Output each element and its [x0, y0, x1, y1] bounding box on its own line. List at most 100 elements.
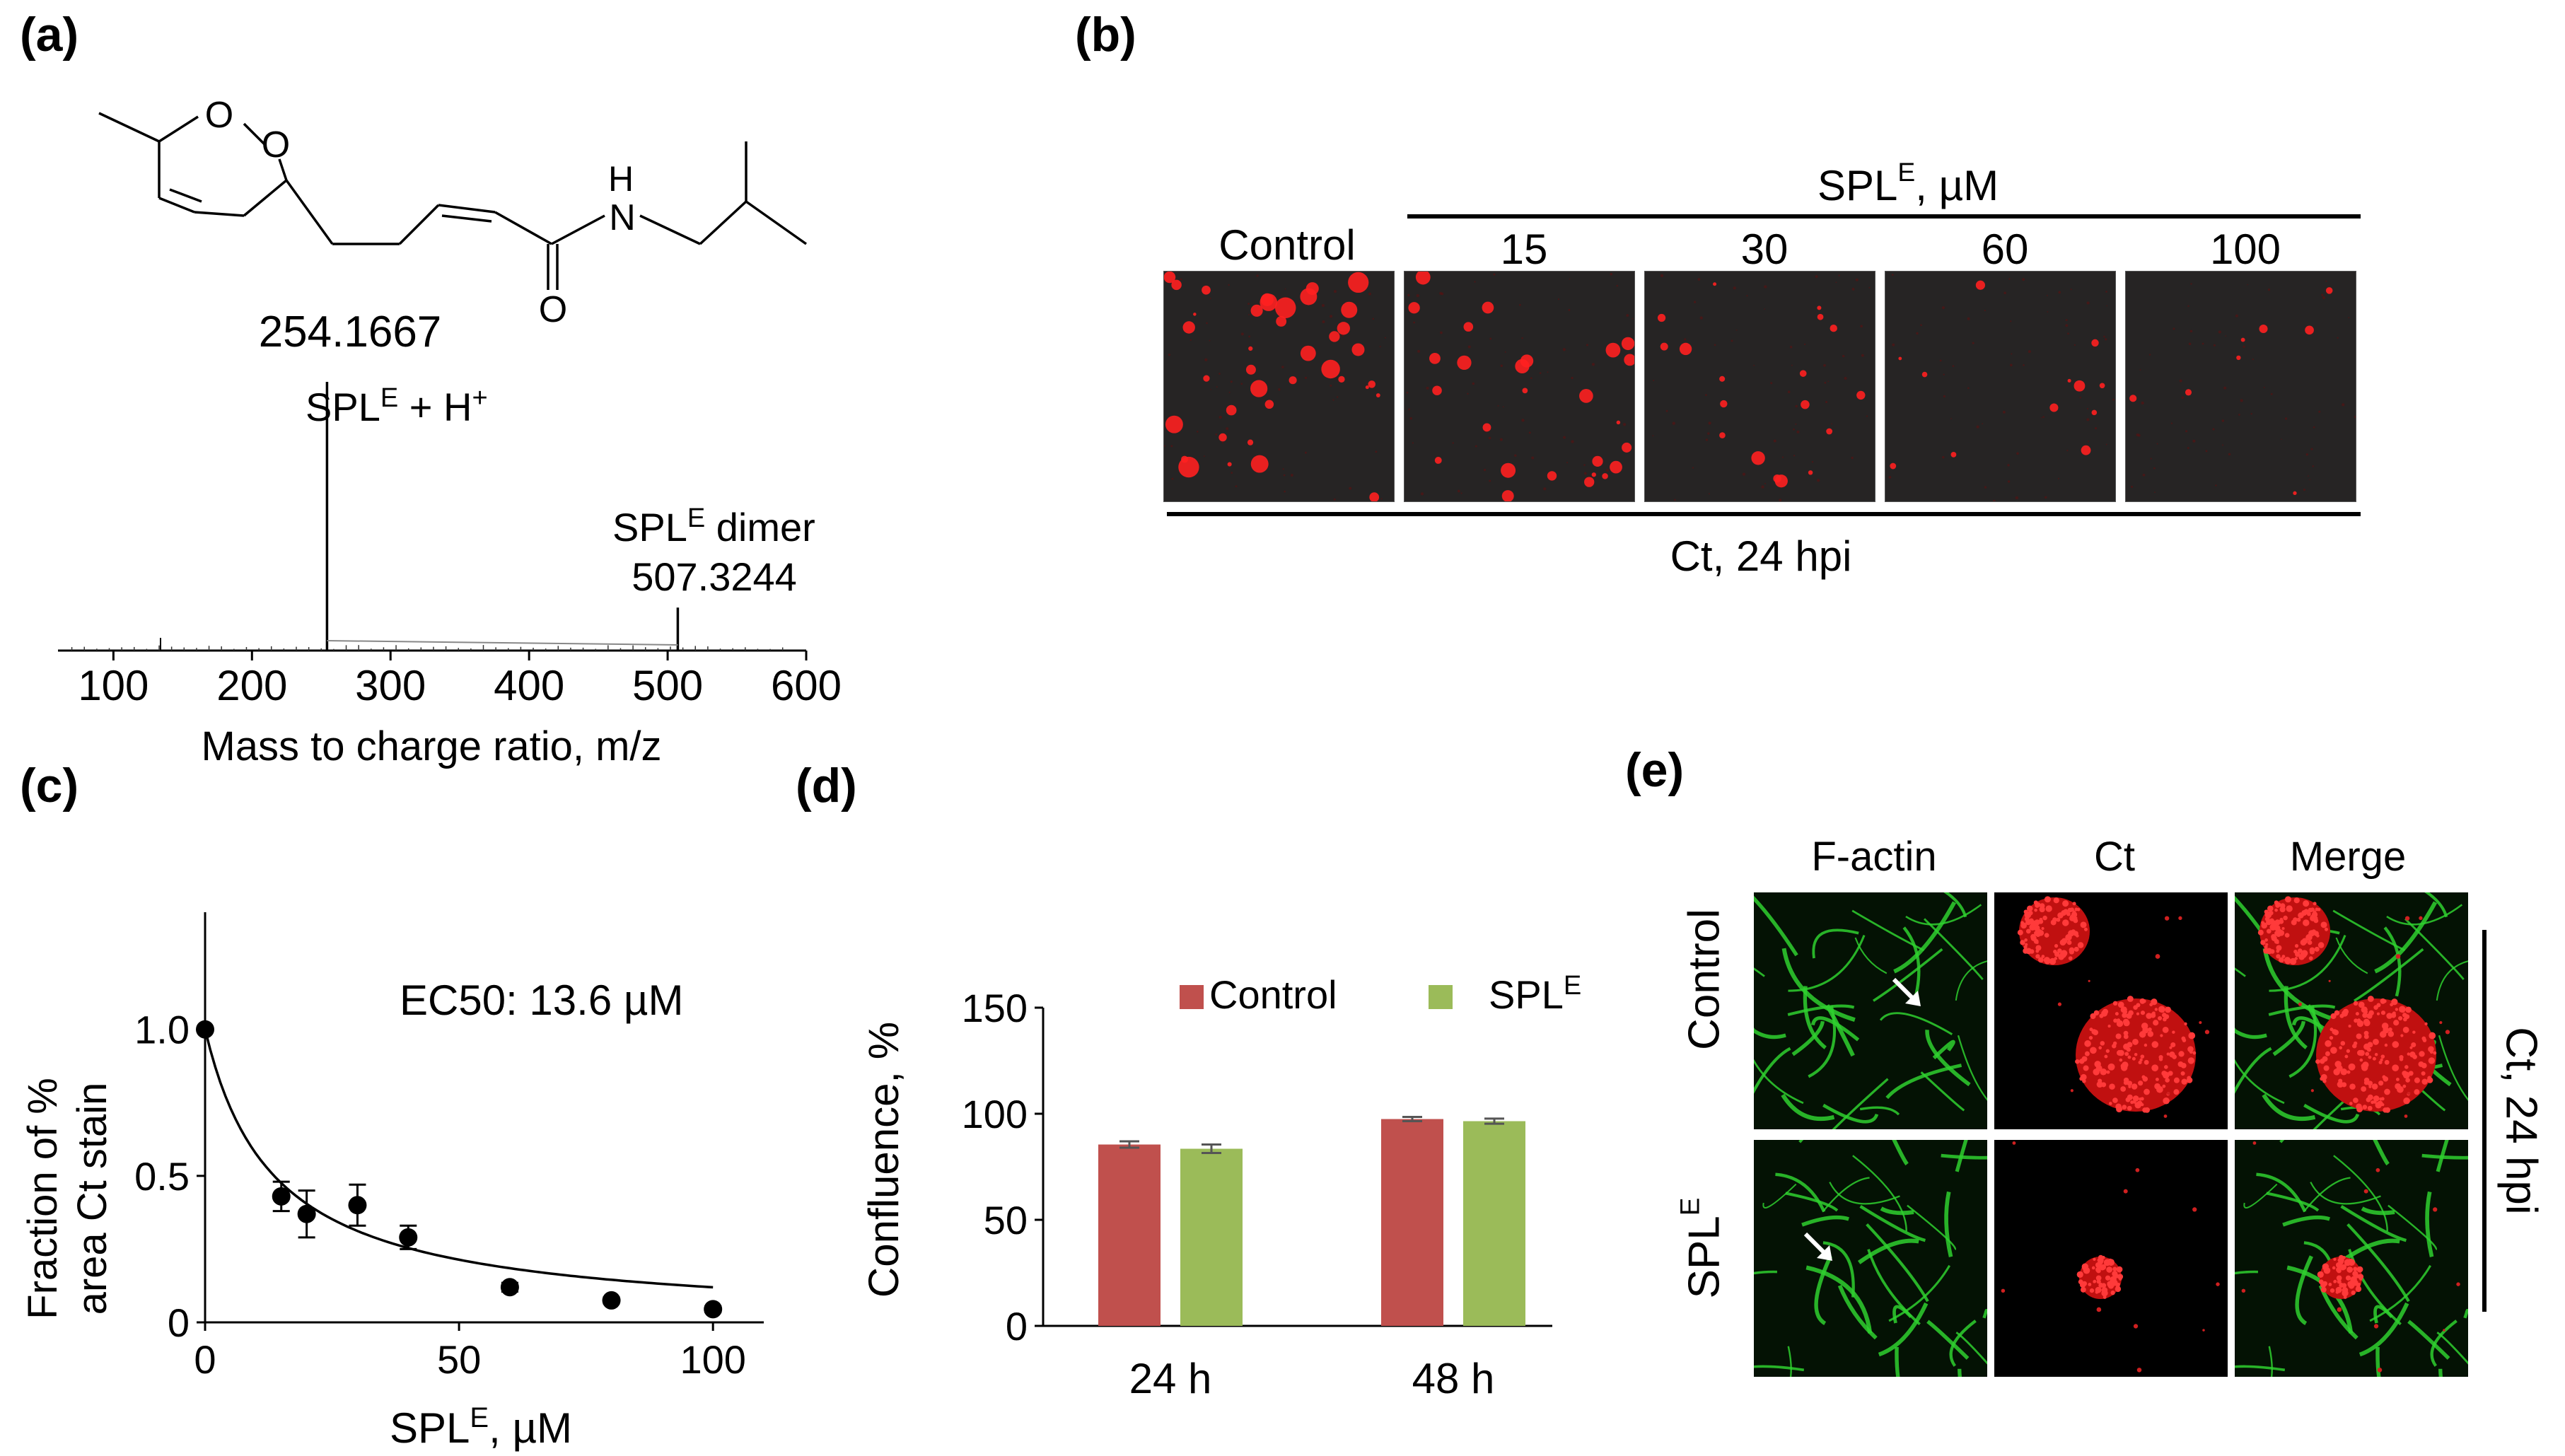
actin-filament — [1892, 1305, 1913, 1324]
micrograph-speckle — [1184, 420, 1186, 421]
micrograph-speckle — [1824, 381, 1827, 384]
micrograph-background — [1645, 272, 1875, 501]
actin-filament — [1754, 1047, 1791, 1095]
micrograph-speckle — [1218, 373, 1221, 375]
inclusion-body-dot — [2346, 1070, 2351, 1074]
micrograph-inclusion — [1300, 288, 1318, 305]
actin-filament — [1859, 1204, 1926, 1242]
micrograph-speckle — [1304, 376, 1308, 380]
inclusion-body-dot — [2039, 917, 2043, 921]
micrograph-speckle — [1504, 351, 1506, 353]
inclusion-body-dot — [2160, 1008, 2165, 1013]
micrograph-speckle — [2086, 407, 2089, 410]
inclusion-body-dot — [2124, 1010, 2128, 1014]
micrograph-speckle — [1967, 387, 1970, 390]
inclusion-body-dot — [2324, 927, 2329, 931]
column-label-100: 100 — [2209, 226, 2281, 273]
spectrum-x-tick-label: 300 — [355, 662, 426, 709]
inclusion-body-dot — [2309, 947, 2315, 953]
micrograph-speckle — [2250, 413, 2252, 415]
micrograph-speckle — [2263, 386, 2265, 388]
panel-label-b: (b) — [1075, 8, 1136, 62]
micrograph-speckle — [2222, 444, 2224, 446]
peak-dimer-mz-label: 507.3244 — [632, 554, 797, 599]
inclusion-body-dot — [2098, 1046, 2102, 1050]
inclusion-body-dot — [2300, 951, 2307, 958]
micrograph-inclusion — [1751, 451, 1765, 465]
inclusion-body-dot — [2421, 1078, 2428, 1085]
inclusion-body-dot — [2112, 1097, 2118, 1103]
inclusion-body-dot — [2178, 1051, 2185, 1057]
inclusion-body-dot — [2093, 1280, 2096, 1283]
arrow-head-icon — [1905, 991, 1921, 1006]
micrograph-speckle — [1305, 304, 1307, 306]
actin-filament — [2354, 948, 2424, 1002]
micrograph-inclusion — [1274, 297, 1296, 318]
inclusion-body-dot — [2380, 1058, 2383, 1062]
inclusion-body-dot — [2130, 1100, 2134, 1105]
actin-filament — [1926, 1320, 1970, 1360]
micrograph-speckle — [2238, 414, 2240, 416]
micrograph-inclusion — [1300, 345, 1316, 361]
micrograph-speckle — [2270, 392, 2273, 395]
spectrum-baseline-trace — [327, 640, 678, 646]
actin-filament — [1837, 1284, 1878, 1340]
dose-response-chart: 0 50 100 0 0.5 1.0 Fraction of % area Ct stai… — [20, 912, 764, 1452]
inclusion-body-dot — [2041, 926, 2045, 931]
inclusion-body-dot — [2161, 1071, 2167, 1076]
micrograph-speckle — [1817, 479, 1820, 482]
ct-speckle — [2241, 1288, 2246, 1293]
inclusion-body-dot — [2054, 944, 2059, 948]
inclusion-body-dot — [2335, 1286, 2342, 1293]
micrograph-speckle — [2087, 441, 2090, 443]
actin-filament — [1801, 1215, 1849, 1227]
inclusion-body-dot — [2279, 917, 2284, 921]
micrograph-speckle — [1284, 288, 1286, 290]
inclusion-body-dot — [2340, 1068, 2348, 1076]
micrograph-inclusion — [2325, 287, 2333, 294]
ct-speckle — [2373, 1324, 2379, 1329]
inclusion-body-dot — [2115, 1033, 2122, 1039]
inclusion-body-dot — [2264, 938, 2268, 942]
inclusion-body-dot — [2042, 915, 2047, 921]
micrograph-speckle — [1499, 438, 1503, 441]
ct-speckle — [2445, 1030, 2450, 1035]
micrograph-speckle — [1256, 274, 1259, 277]
inclusion-body-dot — [2057, 948, 2062, 953]
inclusion-body-dot — [2112, 1266, 2117, 1271]
micrograph-speckle — [1568, 308, 1571, 311]
micrograph-inclusion — [1826, 428, 1833, 435]
micrograph-speckle — [2318, 410, 2321, 413]
inclusion-body-dot — [2395, 1083, 2401, 1090]
micrograph-inclusion — [1250, 455, 1269, 473]
ct-speckle — [2204, 1030, 2210, 1035]
micrograph-speckle — [1215, 433, 1218, 436]
micrograph-speckle — [1375, 450, 1378, 453]
micrograph-speckle — [1569, 278, 1571, 280]
actin-filament — [2386, 904, 2463, 926]
micrograph-speckle — [1372, 318, 1375, 320]
micrograph-speckle — [2112, 398, 2115, 401]
inclusion-body-dot — [2392, 1041, 2400, 1048]
micrograph-speckle — [2131, 485, 2134, 488]
inclusion-body-dot — [2035, 902, 2040, 908]
inclusion-body-dot — [2328, 1283, 2332, 1286]
micrograph-speckle — [2215, 484, 2217, 487]
micrograph-speckle — [2106, 305, 2108, 307]
inclusion-body-dot — [2325, 1040, 2332, 1047]
ct-speckle — [2404, 916, 2410, 921]
inclusion-body-dot — [2281, 926, 2285, 931]
inclusion-body-dot — [2163, 1097, 2170, 1105]
micrograph-speckle — [2002, 410, 2006, 414]
peak-main-mz-label: 254.1667 — [259, 308, 442, 356]
micrograph-inclusion — [1434, 457, 1442, 464]
inclusion-body-dot — [2395, 1008, 2399, 1011]
micrograph-speckle — [2086, 418, 2090, 421]
micrograph-speckle — [2252, 358, 2254, 361]
inclusion-body-dot — [2173, 1089, 2180, 1095]
inclusion-body-dot — [2101, 1010, 2108, 1017]
inclusion-body-dot — [2419, 1051, 2425, 1057]
ct-speckle — [2199, 1020, 2202, 1025]
inclusion-body-dot — [2029, 949, 2035, 954]
micrograph-speckle — [1284, 490, 1286, 493]
